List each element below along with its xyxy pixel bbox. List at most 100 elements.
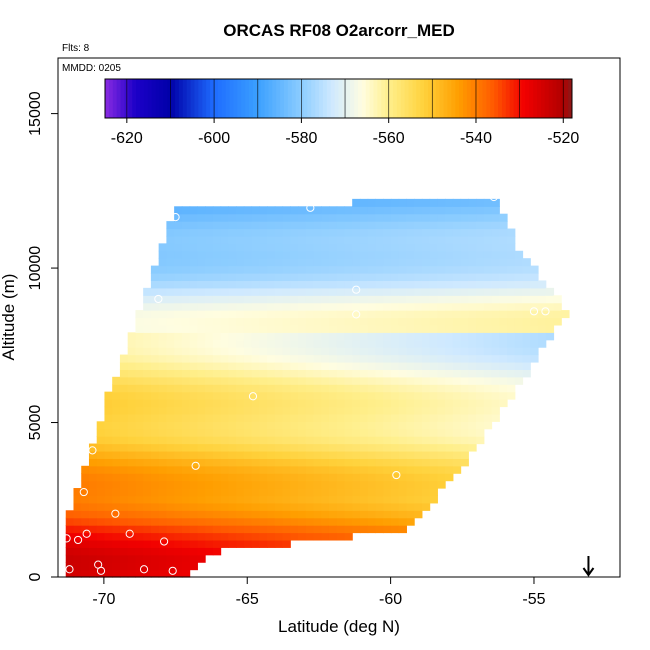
heatmap-cell-71 [96, 443, 106, 452]
heatmap-cell-2113 [468, 347, 477, 356]
heatmap-cell-1618 [375, 391, 384, 400]
colorbar-segment-39 [256, 79, 262, 118]
heatmap-cell-1464 [344, 206, 353, 215]
heatmap-cell-29 [81, 510, 90, 519]
heatmap-cell-300 [150, 310, 160, 319]
sample-point-18 [154, 294, 163, 304]
heatmap-cell-2005 [445, 354, 454, 363]
heatmap-cell-205 [135, 458, 144, 467]
heatmap-cell-7 [65, 517, 75, 526]
heatmap-cell-327 [158, 421, 167, 430]
heatmap-cell-2266 [507, 302, 516, 311]
heatmap-cell-758 [228, 384, 237, 393]
heatmap-cell-1661 [383, 406, 392, 415]
heatmap-cell-1578 [367, 354, 377, 363]
heatmap-cell-2187 [483, 273, 493, 282]
heatmap-cell-2122 [468, 280, 477, 289]
heatmap-cell-473 [181, 399, 191, 408]
colorbar-segment-92 [463, 79, 468, 118]
heatmap-cell-871 [243, 228, 253, 237]
heatmap-cell-1650 [383, 488, 392, 497]
heatmap-cell-1388 [336, 436, 346, 445]
colorbar-segment-72 [385, 79, 390, 118]
heatmap-cell-1243 [313, 510, 322, 519]
heatmap-cell-1026 [274, 443, 284, 452]
heatmap-cell-2152 [476, 302, 485, 311]
heatmap-cell-900 [251, 354, 260, 363]
heatmap-cell-1492 [352, 324, 361, 333]
heatmap-cell-1448 [344, 324, 353, 333]
sample-point-8 [111, 509, 120, 518]
heatmap-cell-102 [112, 554, 121, 563]
heatmap-cell-637 [205, 250, 214, 259]
heatmap-cell-227 [143, 562, 152, 571]
heatmap-cell-667 [212, 376, 222, 385]
heatmap-cell-347 [158, 273, 167, 282]
heatmap-cell-1893 [421, 310, 431, 319]
heatmap-cell-940 [259, 399, 268, 408]
heatmap-cell-1316 [321, 302, 330, 311]
heatmap-cell-509 [189, 495, 198, 504]
colorbar-segment-65 [357, 79, 363, 118]
heatmap-cell-982 [267, 428, 276, 437]
colorbar-segment-44 [276, 79, 281, 118]
heatmap-cell-1468 [352, 502, 361, 511]
heatmap-cell-802 [236, 399, 245, 408]
heatmap-cell-2147 [476, 339, 485, 348]
heatmap-cell-2326 [537, 324, 547, 333]
heatmap-cell-616 [205, 406, 214, 415]
heatmap-cell-1964 [437, 376, 446, 385]
heatmap-cell-361 [166, 502, 175, 511]
heatmap-cell-2071 [460, 406, 469, 415]
heatmap-cell-1673 [383, 317, 392, 326]
heatmap-cell-1042 [274, 324, 284, 333]
heatmap-cell-2158 [476, 258, 485, 267]
heatmap-cell-1421 [344, 525, 353, 534]
heatmap-cell-1104 [282, 206, 291, 215]
heatmap-cell-886 [251, 458, 260, 467]
heatmap-cell-1212 [305, 406, 315, 415]
heatmap-cell-234 [143, 510, 152, 519]
colorbar-segment-60 [338, 79, 343, 118]
heatmap-cell-293 [150, 361, 160, 370]
heatmap-cell-1877 [421, 428, 431, 437]
heatmap-cell-2 [65, 554, 75, 563]
heatmap-cell-1967 [437, 354, 446, 363]
heatmap-cell-1038 [274, 354, 284, 363]
heatmap-cell-436 [174, 302, 183, 311]
colorbar-segment-48 [291, 79, 297, 118]
heatmap-cell-864 [243, 280, 253, 289]
heatmap-cell-1919 [429, 421, 438, 430]
heatmap-cell-1047 [274, 287, 284, 296]
heatmap-cell-1511 [359, 517, 369, 526]
colorbar-segment-61 [342, 79, 347, 118]
colorbar-segment-29 [217, 79, 223, 118]
heatmap-cell-2069 [460, 421, 469, 430]
heatmap-cell-1475 [352, 450, 361, 459]
heatmap-cell-560 [197, 473, 206, 482]
heatmap-cell-1280 [313, 235, 322, 244]
heatmap-cell-1710 [390, 376, 400, 385]
heatmap-cell-527 [189, 361, 198, 370]
heatmap-cell-751 [228, 436, 237, 445]
heatmap-cell-953 [259, 302, 268, 311]
heatmap-cell-930 [259, 473, 268, 482]
heatmap-cell-1812 [406, 280, 415, 289]
heatmap-cell-1986 [437, 213, 446, 222]
heatmap-cell-939 [259, 406, 268, 415]
heatmap-cell-2009 [445, 324, 454, 333]
heatmap-cell-2079 [460, 347, 469, 356]
heatmap-cell-1211 [305, 413, 315, 422]
heatmap-cell-638 [205, 243, 214, 252]
heatmap-cell-340 [158, 324, 167, 333]
heatmap-cell-263 [143, 295, 152, 304]
heatmap-cell-1221 [305, 339, 315, 348]
heatmap-cell-1272 [313, 295, 322, 304]
heatmap-cell-1443 [344, 361, 353, 370]
heatmap-cell-1576 [367, 369, 377, 378]
heatmap-cell-1073 [282, 436, 291, 445]
heatmap-cell-1647 [383, 510, 392, 519]
heatmap-cell-1602 [375, 510, 384, 519]
heatmap-cell-768 [228, 310, 237, 319]
heatmap-cell-447 [174, 221, 183, 230]
